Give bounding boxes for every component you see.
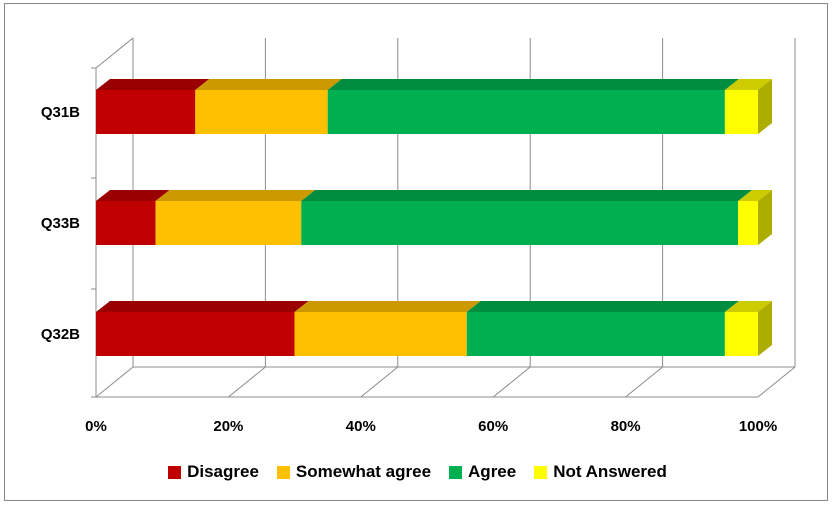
bar-top-Q31B-1 xyxy=(195,79,342,90)
gridline-floor xyxy=(625,366,663,398)
bar-Q33B-3 xyxy=(738,201,758,245)
bar-Q32B-2 xyxy=(466,312,725,356)
bar-top-Q31B-0 xyxy=(96,79,210,90)
legend-label: Disagree xyxy=(187,462,259,481)
bar-Q31B-2 xyxy=(327,90,725,134)
x-tick-label: 100% xyxy=(739,418,777,435)
bar-Q33B-2 xyxy=(301,201,739,245)
bar-Q31B-1 xyxy=(195,90,328,134)
x-tick-label: 20% xyxy=(213,418,243,435)
gridline-floor xyxy=(757,366,796,398)
y-tick-label: Q33B xyxy=(41,215,80,232)
legend-item: Disagree xyxy=(168,462,259,482)
gridline-floor xyxy=(360,366,399,398)
chart-legend: Disagree Somewhat agree Agree Not Answered xyxy=(0,460,835,484)
x-tick-label: 60% xyxy=(478,418,508,435)
bar-Q33B-0 xyxy=(96,201,156,245)
bar-top-Q32B-2 xyxy=(466,301,739,312)
bar-top-Q33B-1 xyxy=(155,190,316,201)
chart-plot: Q31B Q33B Q32B 0% 20% 40% 60% 80% 100% xyxy=(41,37,796,435)
bar-Q31B-3 xyxy=(724,90,758,134)
bar-Q33B-1 xyxy=(155,201,302,245)
gridline-floor xyxy=(492,366,531,398)
legend-item: Agree xyxy=(449,462,516,482)
bar-top-Q32B-3 xyxy=(724,301,772,312)
x-tick-label: 80% xyxy=(611,418,641,435)
gridline-floor xyxy=(228,366,266,398)
left-wall-top-edge xyxy=(95,37,134,69)
bar-top-Q33B-0 xyxy=(96,190,170,201)
y-tick-label: Q32B xyxy=(41,326,80,343)
y-tick-label: Q31B xyxy=(41,104,80,121)
bar-side-Q33B xyxy=(758,190,772,245)
bar-side-Q32B xyxy=(758,301,772,356)
x-tick-label: 0% xyxy=(85,418,107,435)
bar-Q32B-0 xyxy=(96,312,295,356)
bar-top-Q32B-1 xyxy=(294,301,481,312)
bar-top-Q33B-2 xyxy=(301,190,753,201)
bar-side-Q31B xyxy=(758,79,772,134)
bar-top-Q32B-0 xyxy=(96,301,309,312)
legend-swatch xyxy=(534,465,548,479)
legend-label: Agree xyxy=(468,462,517,481)
bar-Q31B-0 xyxy=(96,90,196,134)
bar-top-Q33B-3 xyxy=(738,190,772,201)
legend-item: Not Answered xyxy=(534,462,667,482)
legend-item: Somewhat agree xyxy=(276,462,432,482)
legend-label: Somewhat agree xyxy=(295,462,432,481)
legend-label: Not Answered xyxy=(553,462,667,481)
x-tick-label: 40% xyxy=(346,418,376,435)
gridline-floor xyxy=(95,366,134,398)
bar-Q32B-1 xyxy=(294,312,467,356)
bar-top-Q31B-2 xyxy=(327,79,739,90)
bar-Q32B-3 xyxy=(724,312,758,356)
legend-swatch xyxy=(276,465,290,479)
legend-swatch xyxy=(449,465,463,479)
bar-top-Q31B-3 xyxy=(724,79,772,90)
legend-swatch xyxy=(168,465,182,479)
